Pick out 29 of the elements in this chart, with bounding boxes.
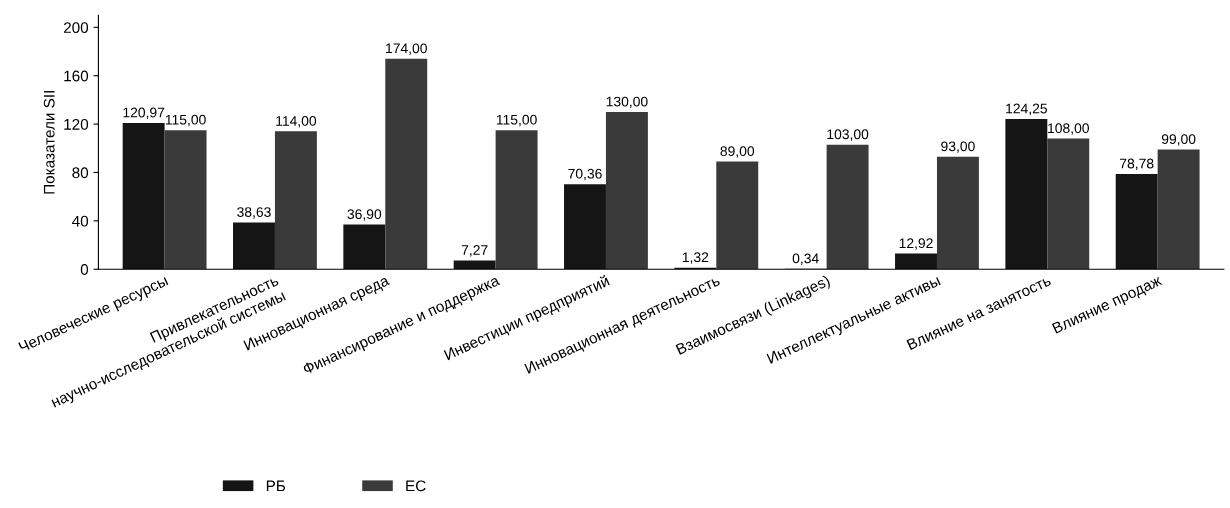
y-tick-label: 0	[80, 264, 89, 275]
data-label: 114,00	[276, 116, 317, 128]
data-label: 99,00	[1161, 134, 1196, 146]
data-label: 70,36	[568, 168, 602, 181]
y-axis-title: Показатели SII	[43, 91, 55, 194]
data-label: 115,00	[165, 114, 206, 127]
data-label: 7,27	[461, 245, 488, 257]
data-label: 124,25	[1006, 103, 1047, 116]
y-tick-label: 120	[64, 118, 89, 130]
data-label: 108,00	[1048, 123, 1089, 135]
y-tick-label: 200	[63, 22, 89, 34]
data-label: 78,78	[1120, 158, 1154, 171]
data-label: 89,00	[720, 146, 755, 158]
data-label: 103,00	[827, 129, 869, 141]
data-label: 38,63	[237, 207, 271, 219]
legend-label: РБ	[266, 480, 286, 492]
data-label: 120,97	[123, 107, 165, 120]
legend-label: ЕС	[406, 480, 426, 492]
data-label: 0,34	[792, 253, 819, 265]
data-label: 1,32	[682, 252, 709, 264]
y-tick-label: 160	[64, 70, 89, 82]
data-label: 130,00	[606, 96, 648, 109]
data-label: 174,00	[386, 43, 427, 55]
data-label: 93,00	[941, 141, 975, 153]
y-tick-label: 80	[72, 167, 89, 179]
data-label: 115,00	[496, 114, 537, 127]
data-label: 12,92	[899, 238, 933, 250]
y-tick-label: 40	[72, 215, 89, 227]
data-label: 36,90	[347, 209, 382, 221]
